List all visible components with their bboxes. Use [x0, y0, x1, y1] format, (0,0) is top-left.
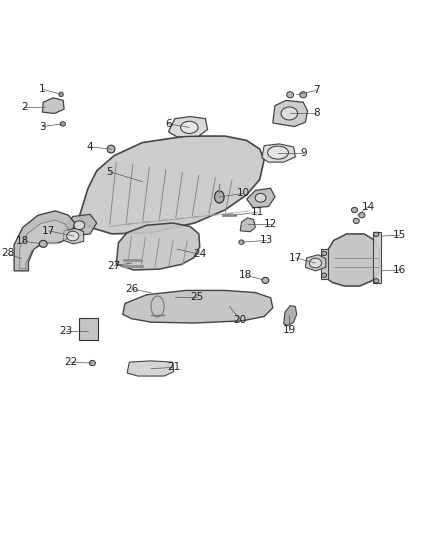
- Polygon shape: [373, 232, 381, 283]
- Text: 23: 23: [60, 326, 73, 336]
- Text: 27: 27: [107, 261, 121, 271]
- Ellipse shape: [67, 231, 79, 241]
- Text: 17: 17: [42, 226, 56, 236]
- Text: 15: 15: [393, 230, 406, 240]
- Ellipse shape: [262, 277, 269, 284]
- Text: 13: 13: [260, 236, 273, 245]
- Text: 21: 21: [167, 362, 180, 373]
- Polygon shape: [284, 305, 297, 326]
- Text: 5: 5: [106, 167, 113, 177]
- Text: 22: 22: [64, 357, 77, 367]
- Text: 14: 14: [362, 201, 375, 212]
- Ellipse shape: [39, 240, 47, 247]
- Polygon shape: [169, 117, 208, 137]
- Text: 3: 3: [39, 122, 46, 132]
- Text: 8: 8: [313, 108, 320, 118]
- Ellipse shape: [107, 145, 115, 153]
- Text: 19: 19: [283, 325, 296, 335]
- Polygon shape: [123, 290, 273, 323]
- Ellipse shape: [180, 122, 198, 133]
- Ellipse shape: [89, 360, 95, 366]
- Ellipse shape: [59, 92, 63, 96]
- Ellipse shape: [321, 273, 327, 277]
- Ellipse shape: [287, 92, 293, 98]
- Polygon shape: [321, 249, 328, 279]
- Ellipse shape: [60, 122, 65, 126]
- Polygon shape: [273, 100, 307, 126]
- Text: 9: 9: [301, 148, 307, 158]
- Ellipse shape: [351, 207, 357, 213]
- Text: 18: 18: [16, 236, 29, 246]
- Text: 17: 17: [289, 253, 302, 263]
- Ellipse shape: [215, 191, 224, 203]
- Polygon shape: [14, 211, 75, 271]
- Polygon shape: [247, 188, 275, 208]
- Text: 18: 18: [239, 270, 252, 280]
- Text: 1: 1: [39, 84, 46, 94]
- Text: 6: 6: [165, 119, 172, 129]
- Polygon shape: [127, 361, 173, 376]
- Polygon shape: [79, 136, 264, 234]
- Polygon shape: [262, 144, 295, 162]
- Polygon shape: [63, 228, 84, 244]
- Ellipse shape: [281, 107, 297, 120]
- Ellipse shape: [239, 240, 244, 244]
- Text: 24: 24: [193, 249, 206, 260]
- Polygon shape: [305, 255, 326, 271]
- Ellipse shape: [374, 279, 379, 283]
- Polygon shape: [20, 220, 69, 269]
- Polygon shape: [116, 223, 200, 270]
- Text: 12: 12: [264, 219, 277, 229]
- Ellipse shape: [300, 92, 307, 98]
- Ellipse shape: [374, 232, 379, 237]
- Ellipse shape: [309, 259, 321, 268]
- Polygon shape: [240, 218, 255, 232]
- Text: 10: 10: [237, 189, 250, 198]
- Ellipse shape: [74, 221, 85, 230]
- Polygon shape: [64, 214, 97, 236]
- Ellipse shape: [353, 218, 359, 223]
- Polygon shape: [42, 98, 64, 114]
- Text: 2: 2: [21, 101, 28, 111]
- Text: 28: 28: [1, 248, 14, 259]
- Ellipse shape: [255, 193, 266, 202]
- Ellipse shape: [268, 146, 289, 159]
- Text: 25: 25: [190, 292, 203, 302]
- Bar: [79, 318, 98, 341]
- Text: 4: 4: [87, 142, 93, 152]
- Polygon shape: [325, 234, 379, 286]
- Text: 16: 16: [393, 265, 406, 275]
- Text: 26: 26: [125, 284, 138, 294]
- Text: 7: 7: [313, 85, 320, 95]
- Text: 11: 11: [251, 207, 264, 217]
- Text: 20: 20: [233, 314, 247, 325]
- Ellipse shape: [359, 213, 365, 218]
- Ellipse shape: [321, 251, 327, 256]
